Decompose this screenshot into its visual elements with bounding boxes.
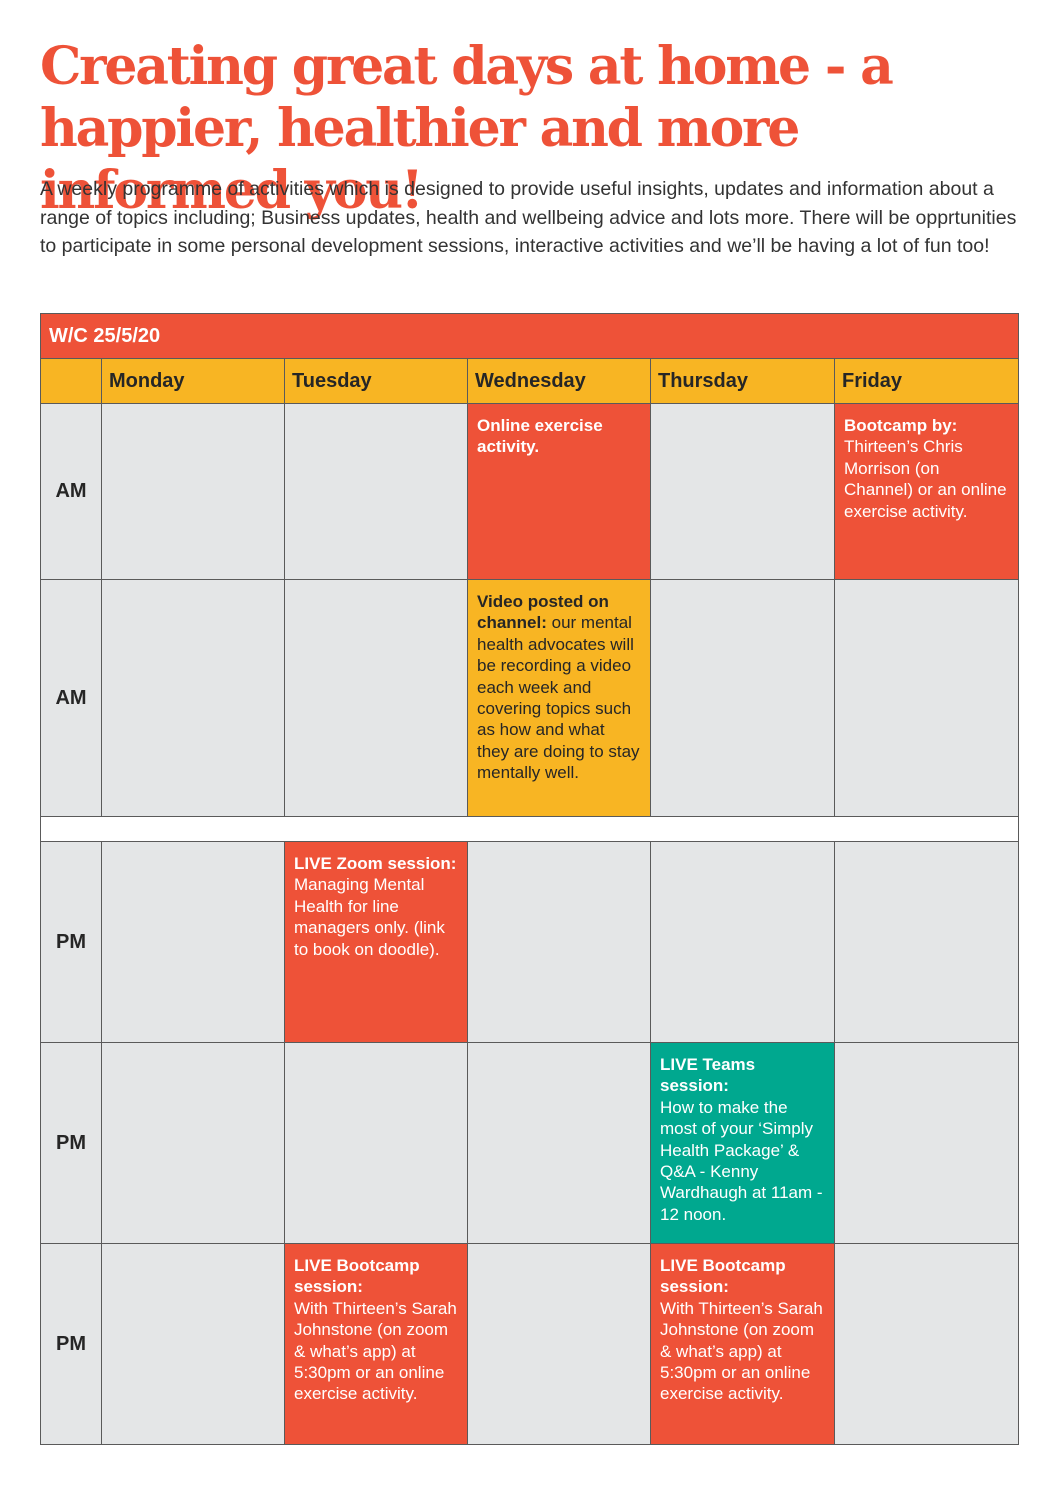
slot-label: PM	[40, 841, 102, 1043]
activity-cell: LIVE Bootcamp session: With Thirteen’s Sa…	[284, 1243, 468, 1445]
activity-heading: LIVE Bootcamp session:	[294, 1256, 420, 1297]
empty-cell	[650, 403, 835, 580]
empty-cell	[101, 1243, 285, 1445]
empty-cell	[101, 841, 285, 1043]
activity-cell: Online exercise activity.	[467, 403, 651, 580]
slot-label: PM	[40, 1042, 102, 1244]
activity-details: Thirteen’s Chris Morrison (on Channel) o…	[844, 437, 1007, 521]
page-title: Creating great days at home - a happier,…	[40, 36, 894, 221]
am-pm-divider	[39, 816, 1020, 842]
slot-label: AM	[40, 403, 102, 580]
intro-paragraph: A weekly programme of activities which i…	[40, 178, 1017, 257]
empty-cell	[833, 1042, 1020, 1244]
activity-details: Managing Mental Health for line managers…	[294, 875, 445, 959]
slot-label: PM	[40, 1243, 102, 1445]
activity-cell: Video posted on channel: our mental heal…	[467, 579, 651, 817]
divider-cell	[39, 816, 1020, 842]
day-header-thursday: Thursday	[650, 358, 835, 404]
empty-cell	[833, 841, 1020, 1043]
activity-heading: Bootcamp by:	[844, 416, 958, 435]
schedule-row: PM LIVE Bootcamp session: With Thirteen’s…	[40, 1243, 1020, 1445]
activity-details: our mental health advocates will be reco…	[477, 613, 640, 783]
day-header-friday: Friday	[833, 358, 1020, 404]
activity-cell: Bootcamp by: Thirteen’s Chris Morrison (o…	[833, 403, 1020, 580]
day-header-wednesday: Wednesday	[467, 358, 651, 404]
day-header-tuesday: Tuesday	[284, 358, 468, 404]
activity-details: With Thirteen’s Sarah Johnstone (on zoom…	[294, 1298, 457, 1404]
activity-heading: Video posted on channel:	[477, 592, 609, 633]
empty-cell	[833, 1243, 1020, 1445]
empty-cell	[284, 579, 468, 817]
empty-cell	[101, 579, 285, 817]
empty-cell	[467, 1042, 651, 1244]
schedule-row: PM LIVE Zoom session: Managing Mental Hea…	[40, 841, 1020, 1043]
slot-label: AM	[40, 579, 102, 817]
empty-cell	[467, 841, 651, 1043]
week-header-row: W/C 25/5/20	[39, 313, 1020, 359]
activity-cell: LIVE Teams session: How to make the most …	[650, 1042, 835, 1244]
empty-cell	[833, 579, 1020, 817]
schedule-row: PM LIVE Teams session: How to make the mo…	[40, 1042, 1020, 1244]
weekly-schedule-table: W/C 25/5/20 Monday Tuesday Wednesday Thu…	[39, 313, 1020, 1445]
activity-cell: LIVE Zoom session: Managing Mental Health…	[284, 841, 468, 1043]
week-label: W/C 25/5/20	[39, 313, 1020, 359]
empty-cell	[284, 1042, 468, 1244]
activity-heading: LIVE Zoom session:	[294, 854, 457, 873]
activity-details: With Thirteen’s Sarah Johnstone (on zoom…	[660, 1298, 823, 1404]
empty-cell	[101, 1042, 285, 1244]
schedule-row: AM Online exercise activity. Bootcamp by…	[40, 403, 1020, 580]
schedule-row: AM Video posted on channel: our mental h…	[40, 579, 1020, 817]
slot-header-empty	[40, 358, 102, 404]
empty-cell	[284, 403, 468, 580]
activity-heading: Online exercise activity.	[477, 416, 603, 457]
activity-cell: LIVE Bootcamp session: With Thirteen’s Sa…	[650, 1243, 835, 1445]
activity-heading: LIVE Teams session:	[660, 1055, 756, 1096]
activity-heading: LIVE Bootcamp session:	[660, 1256, 786, 1297]
day-header-row: Monday Tuesday Wednesday Thursday Friday	[40, 358, 1020, 404]
empty-cell	[101, 403, 285, 580]
empty-cell	[467, 1243, 651, 1445]
day-header-monday: Monday	[101, 358, 285, 404]
empty-cell	[650, 579, 835, 817]
empty-cell	[650, 841, 835, 1043]
activity-details: How to make the most of your ‘Simply Hea…	[660, 1097, 823, 1224]
